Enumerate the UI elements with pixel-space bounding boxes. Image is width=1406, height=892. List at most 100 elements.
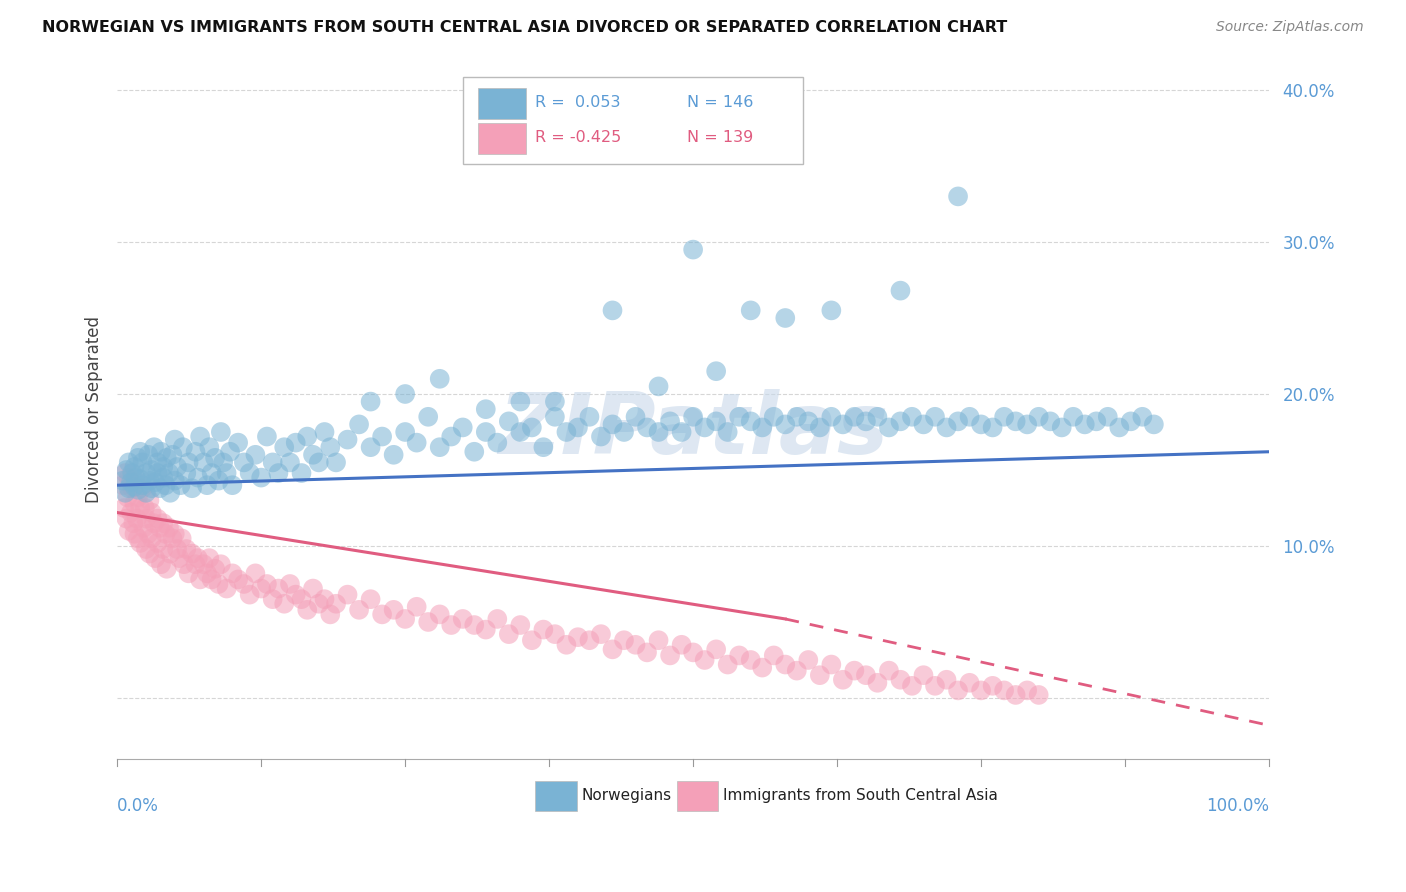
Point [602, 303, 624, 318]
Point [162, 532, 184, 546]
Point [169, 478, 191, 492]
Point [127, 491, 149, 505]
Point [135, 511, 157, 525]
Point [382, 448, 405, 462]
Point [717, 425, 740, 439]
Point [844, 409, 866, 424]
Point [531, 440, 554, 454]
Point [215, 466, 238, 480]
Point [120, 475, 142, 490]
Point [946, 414, 969, 428]
Point [134, 500, 156, 515]
Point [245, 566, 267, 581]
Point [1004, 414, 1026, 428]
Point [531, 623, 554, 637]
Text: Immigrants from South Central Asia: Immigrants from South Central Asia [723, 789, 998, 804]
Point [1085, 414, 1108, 428]
Point [866, 675, 889, 690]
Point [740, 303, 762, 318]
Point [127, 532, 149, 546]
Point [319, 440, 342, 454]
Point [284, 435, 307, 450]
Point [647, 425, 669, 439]
Point [256, 429, 278, 443]
Point [267, 466, 290, 480]
Point [152, 542, 174, 557]
Point [136, 448, 159, 462]
Point [659, 414, 682, 428]
Point [624, 409, 647, 424]
Point [118, 470, 141, 484]
Point [405, 435, 427, 450]
Point [163, 433, 186, 447]
FancyBboxPatch shape [463, 77, 803, 164]
Point [188, 429, 211, 443]
Point [129, 500, 152, 515]
Point [889, 284, 911, 298]
Point [486, 435, 509, 450]
Point [308, 455, 330, 469]
Point [135, 485, 157, 500]
Point [166, 459, 188, 474]
Point [475, 402, 498, 417]
Point [1062, 409, 1084, 424]
Point [347, 417, 370, 432]
FancyBboxPatch shape [478, 88, 526, 119]
Point [193, 455, 215, 469]
Point [184, 444, 207, 458]
Point [775, 417, 797, 432]
Point [181, 481, 204, 495]
Point [143, 551, 166, 566]
Point [636, 420, 658, 434]
Point [981, 420, 1004, 434]
Point [671, 425, 693, 439]
Point [143, 516, 166, 531]
Point [262, 592, 284, 607]
Point [589, 128, 612, 143]
Point [1074, 417, 1097, 432]
Point [889, 414, 911, 428]
Point [636, 645, 658, 659]
Point [212, 455, 235, 469]
Point [970, 417, 993, 432]
Text: N = 139: N = 139 [688, 130, 754, 145]
Point [250, 582, 273, 596]
Point [371, 429, 394, 443]
Point [855, 414, 877, 428]
Point [924, 679, 946, 693]
Point [855, 668, 877, 682]
Point [273, 440, 295, 454]
Point [935, 420, 957, 434]
Point [141, 506, 163, 520]
Point [347, 603, 370, 617]
Point [125, 511, 148, 525]
Point [188, 573, 211, 587]
Point [146, 511, 169, 525]
Point [775, 310, 797, 325]
Point [135, 542, 157, 557]
Point [1108, 420, 1130, 434]
Point [159, 485, 181, 500]
Point [209, 558, 232, 572]
Point [115, 463, 138, 477]
Point [671, 638, 693, 652]
Text: 0.0%: 0.0% [117, 797, 159, 815]
Point [141, 463, 163, 477]
Point [121, 481, 143, 495]
Point [149, 444, 172, 458]
Point [993, 409, 1015, 424]
Point [117, 491, 139, 505]
Point [187, 470, 209, 484]
Point [176, 466, 198, 480]
Point [129, 444, 152, 458]
Point [866, 409, 889, 424]
FancyBboxPatch shape [478, 123, 526, 154]
Point [451, 420, 474, 434]
Point [131, 481, 153, 495]
Point [704, 364, 727, 378]
Point [170, 532, 193, 546]
Point [520, 633, 543, 648]
Point [262, 455, 284, 469]
Point [360, 440, 382, 454]
Point [578, 633, 600, 648]
